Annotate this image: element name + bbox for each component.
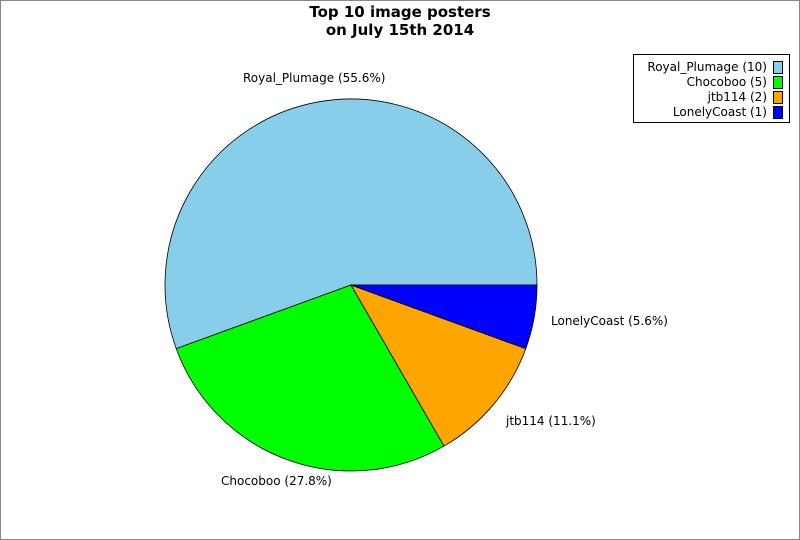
legend: Royal_Plumage (10) Chocoboo (5) jtb114 (2)…: [633, 54, 790, 123]
pie-label-chocoboo: Chocoboo (27.8%): [221, 474, 332, 488]
pie-slices: [164, 98, 538, 472]
chart-title: Top 10 image posters on July 15th 2014: [0, 3, 800, 39]
legend-item-chocoboo: Chocoboo (5): [687, 74, 783, 90]
legend-label: jtb114 (2): [707, 90, 767, 104]
legend-label: LonelyCoast (1): [672, 105, 767, 119]
legend-swatch: [773, 105, 783, 119]
legend-label: Royal_Plumage (10): [647, 60, 767, 74]
pie-label-royal-plumage: Royal_Plumage (55.6%): [243, 71, 385, 85]
legend-swatch: [773, 90, 783, 104]
legend-item-jtb114: jtb114 (2): [708, 89, 783, 105]
chart-title-line-2: on July 15th 2014: [325, 21, 475, 39]
pie-slice-jtb114: [350, 284, 527, 447]
legend-label: Chocoboo (5): [686, 75, 767, 89]
chart-title-line-1: Top 10 image posters: [309, 3, 491, 21]
legend-item-lonelycoast: LonelyCoast (1): [673, 104, 783, 120]
legend-swatch: [773, 60, 783, 74]
pie-slice-chocoboo: [175, 284, 445, 472]
pie-label-lonelycoast: LonelyCoast (5.6%): [551, 314, 668, 328]
legend-swatch: [773, 75, 783, 89]
pie-labels: Royal_Plumage (55.6%) Chocoboo (27.8%) jtb…: [221, 71, 668, 488]
pie-slice-lonelycoast: [350, 284, 538, 350]
legend-item-royal-plumage: Royal_Plumage (10): [647, 59, 783, 75]
pie-slice-royal-plumage: [164, 98, 538, 350]
pie-label-jtb114: jtb114 (11.1%): [505, 414, 596, 428]
